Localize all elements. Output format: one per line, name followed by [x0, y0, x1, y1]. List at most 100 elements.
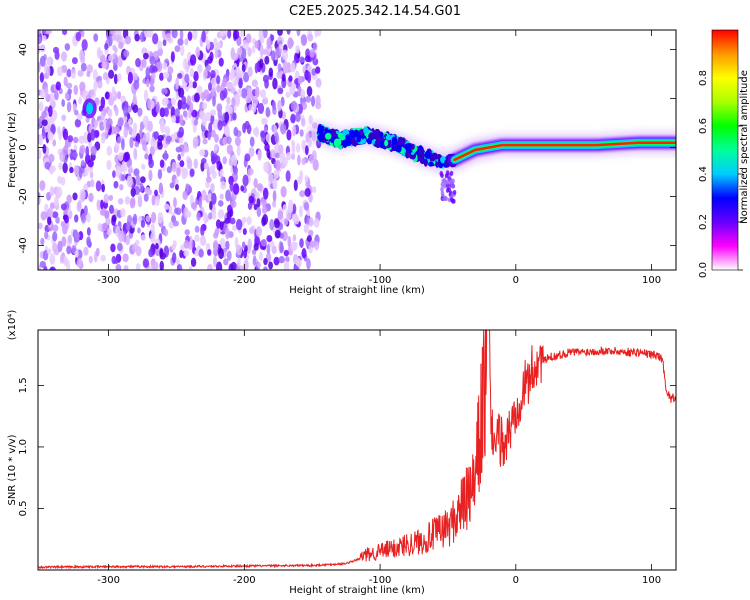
spectrogram-noise-cell [159, 159, 165, 168]
spectrogram-noise-cell [273, 219, 280, 229]
spectrogram-noise-cell [182, 110, 188, 118]
spectrogram-noise-cell [247, 66, 253, 77]
spectrogram-noise-cell [78, 230, 84, 241]
spectrogram-noise-cell [156, 61, 163, 72]
spectrogram-noise-cell [225, 189, 232, 202]
snr-x-tick-label: -200 [233, 575, 256, 586]
spectrogram-noise-cell [43, 265, 48, 270]
spectrogram-noise-cell [218, 247, 225, 260]
spectrogram-noise-cell [64, 43, 71, 51]
spectrogram-noise-cell [45, 65, 51, 77]
spectrogram-track-cell [447, 187, 452, 193]
spectrogram-noise-cell [193, 92, 200, 103]
spectrogram-noise-cell [140, 163, 146, 170]
spectrogram-noise-cell [38, 222, 43, 230]
spectrogram-noise-cell [67, 88, 72, 95]
spectrogram-noise-cell [186, 95, 192, 106]
spectrogram-noise-cell [44, 86, 49, 97]
spectrogram-noise-cell [100, 199, 104, 210]
snr-y-multiplier: (x10⁴) [7, 310, 18, 341]
spectrogram-noise-cell [189, 168, 195, 177]
spectrogram-y-label: Frequency (Hz) [7, 112, 18, 188]
spectrogram-noise-cell [229, 181, 234, 192]
spectrogram-noise-cell [86, 71, 91, 78]
spectrogram-noise-cell [290, 100, 298, 111]
spectrogram-noise-cell [117, 151, 124, 162]
spectrogram-noise-cell [159, 121, 166, 134]
spectrogram-noise-cell [283, 62, 290, 74]
spectrogram-noise-cell [236, 144, 241, 157]
spectrogram-noise-cell [47, 216, 52, 226]
spectrogram-noise-cell [273, 256, 280, 266]
spectrogram-noise-cell [39, 180, 46, 191]
spectrogram-noise-cell [274, 132, 279, 144]
spectrogram-noise-cell [256, 261, 262, 268]
spectrogram-noise-cell [261, 118, 268, 125]
spectrogram-noise-cell [60, 176, 66, 186]
spectrogram-noise-cell [231, 52, 239, 61]
colorbar-ticks: 0.0 0.2 0.4 0.6 0.8 [698, 70, 743, 278]
spectrogram-noise-cell [247, 168, 254, 176]
spectrogram-noise-cell [298, 56, 305, 64]
spectrogram-noise-cell [150, 231, 156, 244]
spectrogram-noise-cell [139, 31, 145, 43]
spectrogram-noise-cell [210, 77, 217, 86]
spectrogram-noise-cell [266, 148, 271, 159]
colorbar-tick-label: 0.6 [698, 118, 709, 134]
spectrogram-noise-cell [74, 109, 79, 116]
spectrogram-noise-cell [186, 158, 193, 170]
spectrogram-noise-cell [52, 231, 58, 242]
spectrogram-noise-cell [90, 145, 97, 156]
spectrogram-track-cell [397, 136, 404, 146]
spectrogram-noise-cell [105, 120, 111, 130]
spectrogram-noise-cell [312, 42, 318, 51]
spectrogram-track-cell [449, 196, 454, 202]
spectrogram-noise-cell [242, 174, 249, 187]
spectrogram-noise-cell [226, 136, 232, 145]
spectrogram-noise-cell [286, 30, 291, 35]
spectrogram-noise-cell [103, 193, 109, 204]
spectrogram-noise-cell [261, 98, 269, 105]
spectrogram-noise-cell [262, 74, 269, 83]
spectrogram-noise-cell [277, 87, 284, 95]
spectrogram-noise-cell [232, 183, 240, 195]
spectrogram-noise-cell [312, 158, 319, 171]
spectrogram-noise-cell [237, 257, 241, 267]
spectrogram-noise-cell [180, 244, 185, 251]
spectrogram-noise-cell [235, 244, 243, 256]
spectrogram-noise-cell [67, 135, 74, 143]
spectrogram-noise-cell [89, 179, 95, 188]
spectrogram-noise-cell [139, 176, 146, 184]
spectrogram-noise-cell [178, 264, 183, 270]
colorbar-gradient [711, 29, 739, 271]
spectrogram-track-cell [374, 140, 379, 147]
spectrogram-noise-cell [306, 235, 312, 243]
spectrogram-noise-cell [150, 137, 156, 147]
spectrogram-noise-cell [49, 266, 56, 270]
spectrogram-noise-cell [53, 196, 59, 208]
spectrogram-noise-cell [226, 82, 233, 89]
spectrogram-noise-cell [171, 115, 177, 124]
spectrogram-noise-cell [161, 97, 169, 107]
spectrogram-noise-cell [55, 186, 63, 198]
spectrogram-noise-cell [61, 236, 67, 247]
spectrogram-noise-cell [226, 144, 233, 155]
spectrogram-noise-cell [173, 132, 178, 140]
spectrogram-noise-cell [293, 241, 298, 250]
spectrogram-noise-cell [101, 183, 106, 193]
spectrogram-noise-cell [135, 174, 141, 186]
spectrogram-noise-cell [206, 39, 211, 50]
spectrogram-noise-cell [151, 261, 158, 270]
spectrogram-noise-cell [50, 186, 55, 197]
spectrogram-noise-cell [198, 196, 203, 209]
spectrogram-noise-cell [285, 256, 290, 263]
spectrogram-noise-cell [132, 213, 138, 225]
spectrogram-noise-cell [303, 201, 310, 211]
spectrogram-noise-cell [40, 210, 47, 221]
spectrogram-noise-cell [133, 148, 138, 160]
spectrogram-noise-cell [271, 245, 277, 254]
spectrogram-noise-cell [313, 217, 320, 228]
spectrogram-noise-cell [157, 40, 163, 50]
spectrogram-noise-cell [291, 139, 296, 147]
spectrogram-noise-cell [311, 95, 316, 107]
